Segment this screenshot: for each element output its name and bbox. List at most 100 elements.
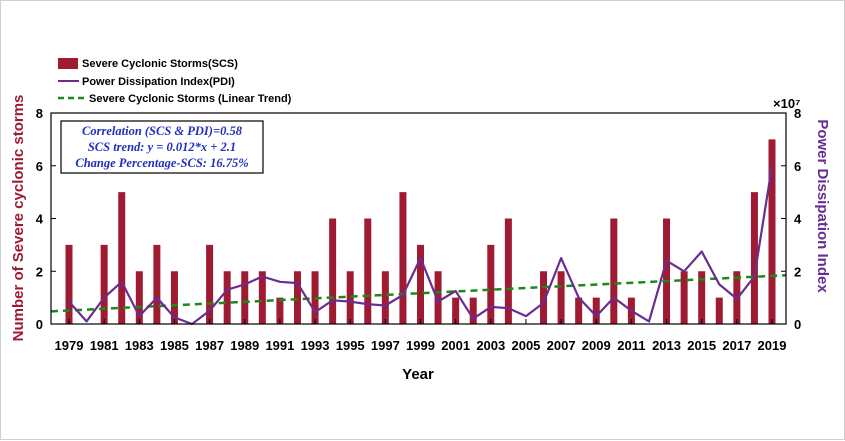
- pdi-point-2016: [718, 283, 721, 286]
- bar-1997: [381, 271, 389, 324]
- pdi-point-1988: [226, 288, 228, 291]
- x-tick-label-2011: 2011: [617, 338, 645, 353]
- pdi-point-2000: [437, 300, 439, 303]
- bar-2018: [750, 192, 758, 324]
- pdi-point-1987: [208, 310, 211, 312]
- bar-2002: [469, 297, 477, 324]
- pdi-point-1979: [68, 300, 70, 303]
- right-tick-label-6: 6: [794, 159, 801, 174]
- bar-1991: [276, 297, 284, 324]
- x-tick-label-1997: 1997: [371, 338, 400, 353]
- x-tick-label-2017: 2017: [722, 338, 751, 353]
- bar-1992: [293, 271, 301, 324]
- right-axis-title: Power Dissipation Index: [814, 119, 831, 293]
- bar-1990: [258, 271, 266, 324]
- x-axis: 1979 1981 1983 1985 1987 1989 1991 1993 1995 1997…: [55, 319, 787, 353]
- bar-1988: [223, 271, 231, 324]
- bar-series: [65, 139, 776, 324]
- bar-2013: [663, 218, 671, 324]
- x-tick-label-1983: 1983: [125, 338, 154, 353]
- x-tick-label-2007: 2007: [547, 338, 576, 353]
- legend-swatch-scs: [58, 58, 78, 69]
- x-tick-label-1981: 1981: [90, 338, 119, 353]
- trend-line: [50, 273, 787, 313]
- bar-2019: [768, 139, 776, 324]
- x-tick-label-2019: 2019: [758, 338, 787, 353]
- right-axis-exponent: ×10⁷: [773, 96, 800, 111]
- bar-1982: [118, 192, 126, 324]
- trend-series: [50, 273, 787, 313]
- pdi-point-1990: [261, 275, 264, 278]
- pdi-point-2003: [490, 306, 492, 308]
- pdi-point-1985: [173, 316, 176, 319]
- bar-1984: [153, 244, 161, 324]
- left-tick-label-4: 4: [36, 212, 44, 227]
- right-axis: 0 2 4 6 8: [781, 106, 802, 332]
- pdi-point-2014: [683, 270, 685, 273]
- pdi-point-2013: [665, 259, 668, 262]
- pdi-point-2006: [542, 302, 545, 304]
- legend-label-trend: Severe Cyclonic Storms (Linear Trend): [89, 93, 292, 105]
- pdi-point-1991: [279, 281, 281, 283]
- x-tick-label-2009: 2009: [582, 338, 611, 353]
- pdi-point-1992: [296, 282, 299, 284]
- pdi-point-2007: [560, 257, 562, 259]
- pdi-point-2018: [753, 275, 756, 278]
- bar-1987: [206, 244, 214, 324]
- pdi-point-2010: [613, 296, 615, 299]
- bar-2000: [434, 271, 442, 324]
- legend-label-pdi: Power Dissipation Index(PDI): [82, 76, 235, 88]
- bar-2009: [592, 297, 600, 324]
- bar-1999: [417, 244, 424, 324]
- x-axis-title: Year: [402, 366, 434, 383]
- x-tick-label-2015: 2015: [687, 338, 716, 353]
- x-tick-label-1993: 1993: [301, 338, 330, 353]
- bar-2007: [557, 271, 565, 324]
- bar-1981: [100, 244, 108, 324]
- x-tick-label-2013: 2013: [652, 338, 681, 353]
- pdi-point-2017: [736, 298, 738, 300]
- x-tick-label-1989: 1989: [230, 338, 259, 353]
- pdi-point-1994: [331, 299, 334, 302]
- x-tick-label-1987: 1987: [195, 338, 224, 353]
- x-tick-label-2005: 2005: [511, 338, 540, 353]
- left-axis: 0 2 4 6 8: [36, 106, 56, 332]
- pdi-point-2002: [472, 317, 475, 320]
- pdi-point-1995: [349, 300, 352, 303]
- pdi-point-1999: [419, 257, 422, 259]
- pdi-point-2005: [525, 315, 527, 317]
- bar-2015: [698, 271, 706, 324]
- right-tick-label-0: 0: [794, 317, 801, 332]
- bar-2008: [575, 297, 583, 324]
- pdi-point-1993: [314, 311, 316, 313]
- bar-2001: [452, 297, 460, 324]
- x-tick-label-2003: 2003: [476, 338, 505, 353]
- bar-2004: [504, 218, 512, 324]
- plot-area: [50, 112, 787, 326]
- x-tick-label-1999: 1999: [406, 338, 435, 353]
- legend: Severe Cyclonic Storms(SCS) Power Dissip…: [58, 58, 292, 105]
- left-tick-label-6: 6: [36, 159, 43, 174]
- annotation-change-percentage: Change Percentage-SCS: 16.75%: [75, 156, 248, 170]
- bar-1983: [135, 271, 143, 324]
- right-tick-label-4: 4: [794, 212, 802, 227]
- x-tick-label-1985: 1985: [160, 338, 189, 353]
- legend-label-scs: Severe Cyclonic Storms(SCS): [82, 58, 238, 70]
- right-tick-label-2: 2: [794, 264, 801, 279]
- bar-2010: [610, 218, 618, 324]
- pdi-point-2008: [577, 296, 580, 299]
- bar-1985: [170, 271, 178, 324]
- pdi-point-1998: [402, 294, 404, 296]
- x-tick-label-2001: 2001: [441, 338, 470, 353]
- bar-2014: [680, 271, 688, 324]
- pdi-series: [68, 164, 774, 326]
- x-tick-label-1991: 1991: [265, 338, 294, 353]
- left-tick-label-8: 8: [36, 106, 43, 121]
- bar-2003: [487, 244, 495, 324]
- pdi-point-1989: [243, 283, 246, 286]
- pdi-point-2001: [454, 290, 457, 292]
- annotation-correlation: Correlation (SCS & PDI)=0.58: [82, 124, 243, 138]
- annotation-trend-equation: SCS trend: y = 0.012*x + 2.1: [88, 140, 236, 154]
